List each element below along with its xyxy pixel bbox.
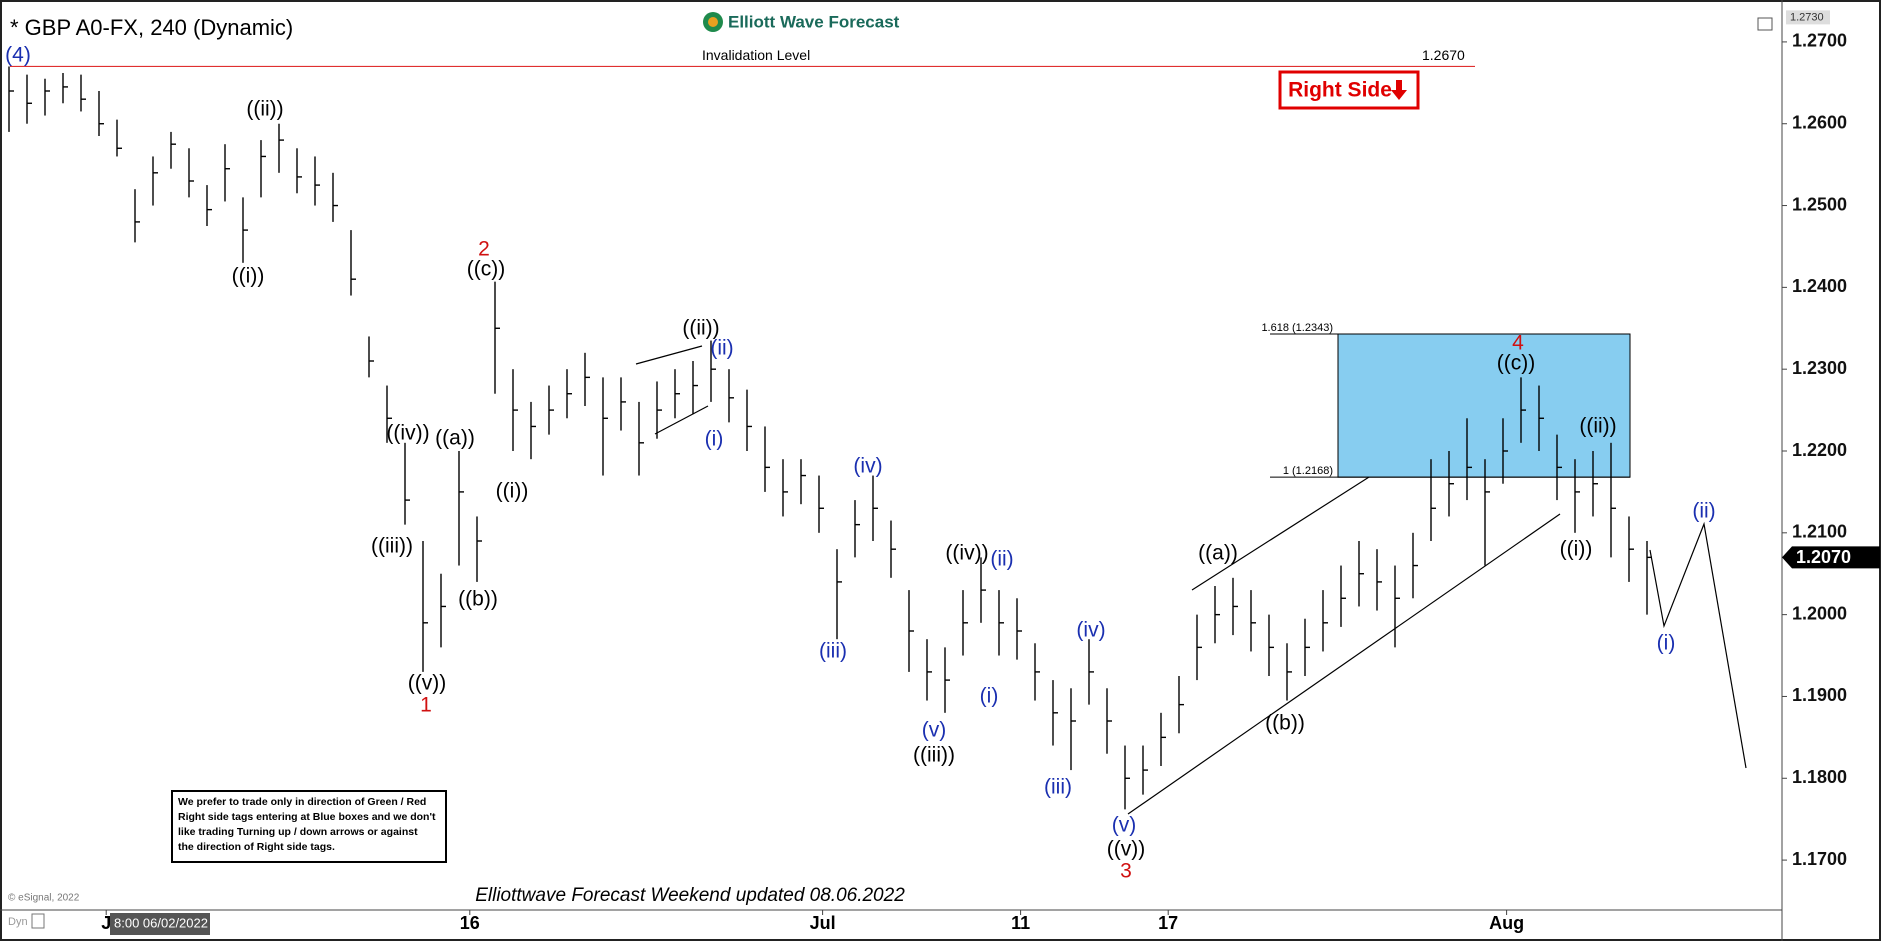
channel-line <box>635 345 703 365</box>
invalidation-name: Invalidation Level <box>702 47 810 63</box>
wave-label: (v) <box>1112 814 1137 837</box>
corner-tag: Dyn <box>8 916 28 928</box>
wave-label: (4) <box>5 44 31 67</box>
fib-label: 1.618 (1.2343) <box>1261 322 1333 334</box>
bars <box>8 66 1652 810</box>
x-tick-label: 17 <box>1158 913 1178 933</box>
note-line: Right side tags entering at Blue boxes a… <box>178 811 436 823</box>
y-tick-label: 1.2000 <box>1792 603 1847 623</box>
wave-label: ((iv)) <box>386 422 429 445</box>
window-icon <box>1757 17 1773 31</box>
x-tick-label: Jul <box>810 913 836 933</box>
invalidation-label: 1.2670 <box>1422 47 1465 63</box>
wave-label: (iii) <box>1044 776 1072 799</box>
y-tick-label: 1.1900 <box>1792 685 1847 705</box>
projection-path <box>1649 521 1747 769</box>
x-tick-label: 11 <box>1011 913 1030 933</box>
wave-label: ((i)) <box>496 480 529 503</box>
note-line: We prefer to trade only in direction of … <box>178 796 426 808</box>
wave-label: (ii) <box>1692 500 1715 523</box>
corner-icon <box>31 913 45 929</box>
note-box: We prefer to trade only in direction of … <box>171 790 447 863</box>
wave-label: ((ii)) <box>246 98 283 121</box>
wave-label: ((b)) <box>1265 712 1305 735</box>
x-tick-label: 16 <box>460 913 480 933</box>
y-tick-label: 1.2400 <box>1792 276 1847 296</box>
y-tick-label: 1.2600 <box>1792 112 1847 132</box>
logo: Elliott Wave Forecast <box>703 12 900 32</box>
wave-label: ((c)) <box>1497 352 1535 375</box>
note-frame <box>171 790 447 863</box>
wave-label: (i) <box>980 685 999 708</box>
wave-label: ((b)) <box>458 588 498 611</box>
y-tick-label: 1.1700 <box>1792 849 1847 869</box>
wave-label: ((a)) <box>1198 542 1238 565</box>
footer: Elliottwave Forecast Weekend updated 08.… <box>475 885 905 906</box>
top-price-label: 1.2730 <box>1790 11 1824 23</box>
wave-label: ((a)) <box>435 427 475 450</box>
wave-label: (iv) <box>1076 619 1105 642</box>
wave-label: 3 <box>1120 860 1132 883</box>
wave-label: (v) <box>922 719 947 742</box>
y-tick-label: 1.2100 <box>1792 522 1847 542</box>
wave-label: ((ii)) <box>682 317 719 340</box>
logo-text: Elliott Wave Forecast <box>728 12 900 31</box>
last-price-marker <box>1782 546 1880 569</box>
y-tick-label: 1.2300 <box>1792 358 1847 378</box>
wave-label: (iv) <box>853 455 882 478</box>
y-tick-label: 1.2500 <box>1792 194 1847 214</box>
x-tick-label: J <box>101 913 111 933</box>
wave-label: 4 <box>1512 332 1524 355</box>
wave-label: ((ii)) <box>1579 415 1616 438</box>
wave-label: (i) <box>705 428 724 451</box>
right-side-tag: Right Side <box>1278 70 1420 110</box>
cursor-label: 8:00 06/02/2022 <box>114 915 208 930</box>
tag-arrow <box>1391 80 1407 100</box>
x-tick-label: Aug <box>1489 913 1524 933</box>
wave-label: ((i)) <box>232 265 265 288</box>
wave-label: (iii) <box>819 640 847 663</box>
last-price-label: 1.2070 <box>1796 547 1851 567</box>
wave-label: (ii) <box>710 337 733 360</box>
channel-line <box>654 405 709 435</box>
fib-box <box>1337 333 1631 478</box>
note-line: like trading Turning up / down arrows or… <box>178 826 418 838</box>
wave-label: ((i)) <box>1560 538 1593 561</box>
wave-label: ((iv)) <box>945 542 988 565</box>
wave-label: ((v)) <box>1107 838 1145 861</box>
fib-label: 1 (1.2168) <box>1283 465 1333 477</box>
wave-label: ((c)) <box>467 258 505 281</box>
copyright: © eSignal, 2022 <box>8 893 80 904</box>
cursor-box <box>110 913 210 935</box>
note-line: the direction of Right side tags. <box>178 841 335 853</box>
wave-label: ((v)) <box>408 672 446 695</box>
wave-label: 1 <box>420 694 432 717</box>
y-tick-label: 1.2700 <box>1792 31 1847 51</box>
y-tick-label: 1.2200 <box>1792 440 1847 460</box>
wave-label: ((iii)) <box>913 744 955 767</box>
wave-label: 2 <box>478 238 490 261</box>
wave-label: (i) <box>1657 632 1676 655</box>
chart-title: * GBP A0-FX, 240 (Dynamic) <box>10 15 293 40</box>
wave-label: ((iii)) <box>371 535 413 558</box>
tag-text: Right Side <box>1288 79 1392 102</box>
wave-label: (ii) <box>990 548 1013 571</box>
y-tick-label: 1.1800 <box>1792 767 1847 787</box>
logo-icon-core <box>708 17 718 27</box>
top-price-box <box>1786 10 1830 25</box>
channel-line <box>1127 513 1561 815</box>
